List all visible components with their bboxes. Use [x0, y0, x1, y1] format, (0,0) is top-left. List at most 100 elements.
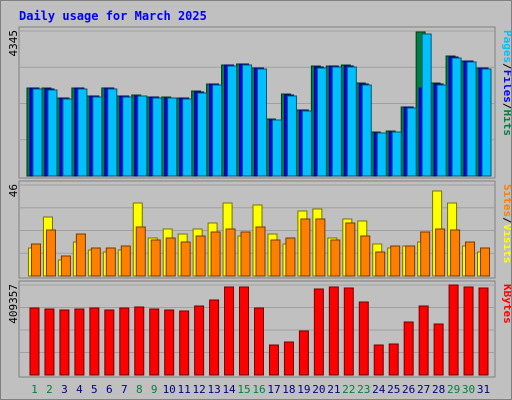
bar-sites-day-16 — [255, 226, 266, 277]
bar-kbytes-day-23 — [358, 301, 369, 376]
bar-pages-day-15 — [242, 64, 253, 177]
bar-kbytes-day-8 — [134, 306, 145, 376]
bar-pages-day-24 — [376, 132, 387, 177]
bar-pages-day-7 — [122, 96, 133, 177]
bar-sites-day-6 — [105, 247, 116, 277]
legend-part-hits-files-pages-3: / — [501, 103, 511, 110]
bar-kbytes-day-15 — [239, 286, 250, 376]
bar-pages-day-11 — [182, 98, 193, 177]
bar-kbytes-day-4 — [74, 308, 85, 376]
x-tick-label-day-21: 21 — [327, 383, 340, 396]
legend-label-visits-sites: Sites/Visits — [501, 184, 511, 264]
bar-sites-day-24 — [375, 251, 386, 277]
bar-pages-day-29 — [451, 57, 462, 177]
bar-sites-day-21 — [330, 239, 341, 277]
bar-pages-day-16 — [257, 68, 267, 177]
bar-pages-day-3 — [62, 98, 73, 177]
bar-kbytes-day-27 — [418, 305, 429, 376]
bar-sites-day-18 — [285, 237, 296, 277]
bar-pages-day-10 — [167, 97, 178, 177]
bar-sites-day-25 — [390, 245, 401, 277]
bar-kbytes-day-6 — [104, 309, 115, 376]
bar-kbytes-day-10 — [164, 309, 175, 376]
bar-pages-day-2 — [47, 89, 58, 177]
bar-pages-day-26 — [406, 107, 417, 177]
x-tick-label-day-12: 12 — [193, 383, 206, 396]
x-tick-label-day-24: 24 — [372, 383, 386, 396]
bar-sites-day-3 — [60, 255, 71, 277]
bar-sites-day-23 — [360, 235, 371, 277]
x-tick-label-day-26: 26 — [402, 383, 415, 396]
x-tick-label-day-10: 10 — [163, 383, 176, 396]
panel-frame-hits-files-pages — [18, 26, 496, 179]
bar-sites-day-11 — [180, 241, 191, 277]
bar-kbytes-day-1 — [29, 307, 40, 376]
bar-kbytes-day-25 — [388, 343, 399, 376]
legend-label-kbytes: KBytes — [501, 284, 511, 324]
bar-kbytes-day-12 — [194, 305, 205, 376]
x-tick-label-day-31: 31 — [477, 383, 490, 396]
x-tick-label-day-19: 19 — [297, 383, 310, 396]
x-tick-label-day-7: 7 — [121, 383, 128, 396]
legend-part-hits-files-pages-4: Hits — [501, 110, 511, 137]
bar-kbytes-day-13 — [209, 299, 220, 376]
bar-kbytes-day-11 — [179, 310, 190, 376]
bar-pages-day-20 — [316, 67, 327, 177]
bar-kbytes-day-20 — [313, 288, 324, 376]
bar-sites-day-2 — [45, 229, 56, 277]
bar-kbytes-day-18 — [283, 341, 294, 376]
bar-kbytes-day-31 — [478, 287, 489, 376]
bar-pages-day-14 — [227, 65, 238, 177]
bar-sites-day-8 — [135, 226, 146, 277]
x-tick-label-day-11: 11 — [178, 383, 191, 396]
y-max-label-visits-sites: 46 — [7, 184, 20, 197]
bar-sites-day-29 — [450, 229, 461, 277]
bar-kbytes-day-16 — [254, 307, 264, 376]
panel-frame-kbytes — [18, 280, 496, 378]
bar-pages-day-28 — [436, 84, 447, 177]
bar-pages-day-5 — [92, 96, 103, 177]
bar-pages-day-6 — [107, 88, 118, 177]
bar-sites-day-22 — [345, 222, 356, 277]
bar-sites-day-20 — [315, 218, 326, 277]
bar-sites-day-4 — [75, 233, 86, 277]
bar-sites-day-27 — [420, 231, 431, 277]
bar-sites-day-26 — [405, 245, 416, 277]
bar-sites-day-28 — [435, 228, 446, 277]
panel-frame-visits-sites — [18, 180, 496, 279]
bar-pages-day-19 — [301, 110, 312, 177]
bar-kbytes-day-24 — [373, 344, 384, 376]
bar-kbytes-day-21 — [328, 286, 339, 376]
bar-pages-day-23 — [361, 84, 372, 177]
bar-pages-day-9 — [152, 97, 163, 177]
bar-sites-day-13 — [210, 231, 221, 277]
bar-sites-day-1 — [30, 243, 41, 277]
x-tick-label-day-23: 23 — [357, 383, 370, 396]
legend-label-hits-files-pages: Pages/Files/Hits — [501, 30, 511, 136]
x-tick-label-day-30: 30 — [462, 383, 475, 396]
bar-pages-day-25 — [391, 131, 402, 177]
y-max-label-kbytes: 409357 — [7, 284, 20, 324]
bar-kbytes-day-3 — [59, 309, 70, 376]
x-tick-label-day-17: 17 — [267, 383, 280, 396]
x-tick-label-day-15: 15 — [237, 383, 250, 396]
bar-sites-day-15 — [240, 231, 251, 277]
legend-part-kbytes-0: KBytes — [501, 284, 511, 324]
x-tick-label-day-18: 18 — [282, 383, 295, 396]
bar-sites-day-14 — [225, 228, 236, 277]
bar-sites-day-31 — [480, 247, 491, 277]
bar-kbytes-day-7 — [119, 307, 130, 376]
x-tick-label-day-22: 22 — [342, 383, 355, 396]
legend-part-visits-sites-1: / — [501, 217, 511, 224]
bar-sites-day-10 — [165, 237, 176, 277]
bar-pages-day-8 — [137, 95, 148, 177]
bar-kbytes-day-28 — [433, 323, 444, 376]
legend-part-visits-sites-0: Sites — [501, 184, 511, 217]
bar-pages-day-13 — [212, 84, 223, 177]
x-tick-label-day-13: 13 — [207, 383, 220, 396]
x-tick-label-day-9: 9 — [151, 383, 158, 396]
bar-pages-day-12 — [197, 92, 208, 177]
bar-pages-day-31 — [481, 68, 492, 177]
bar-kbytes-day-29 — [448, 284, 459, 376]
